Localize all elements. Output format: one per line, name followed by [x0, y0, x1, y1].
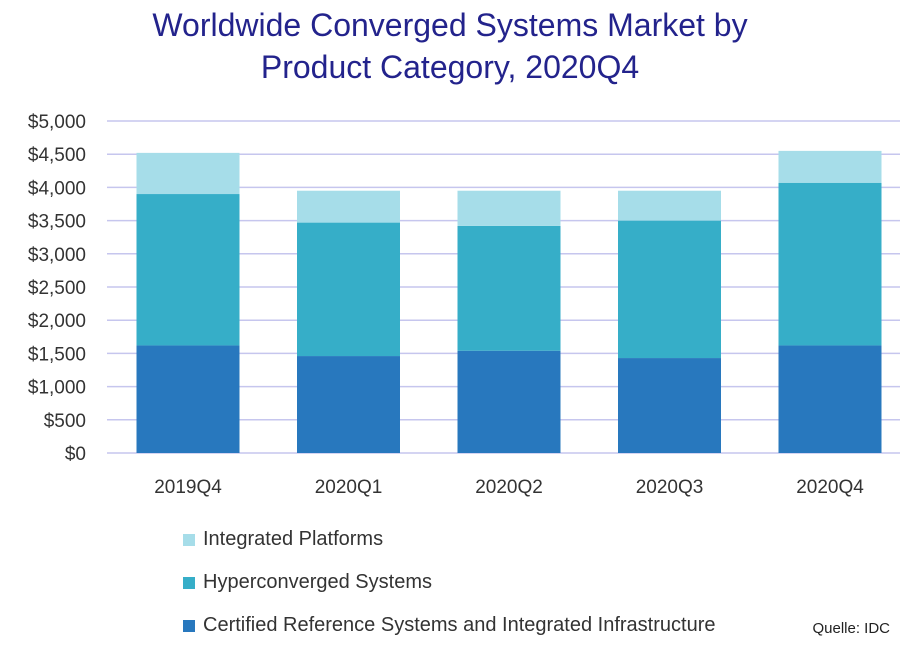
- bar-segment-hyperconverged-systems: [457, 225, 561, 351]
- y-tick-label: $3,500: [28, 212, 86, 233]
- legend-label-hyperconverged-systems: Hyperconverged Systems: [203, 571, 432, 593]
- y-tick-label: $1,500: [28, 344, 86, 365]
- bar-segment-certified-reference: [778, 345, 882, 453]
- y-tick-label: $3,000: [28, 245, 86, 266]
- bar-segment-integrated-platforms: [457, 190, 561, 226]
- legend-swatch-integrated-platforms: [183, 533, 195, 546]
- y-tick-label: $4,000: [28, 178, 86, 199]
- x-tick-label: 2020Q2: [475, 477, 543, 498]
- bar-segment-certified-reference: [297, 356, 400, 453]
- bar-segment-certified-reference: [136, 345, 240, 453]
- chart-title-line-2: Product Category, 2020Q4: [260, 49, 640, 85]
- legend: Integrated Platforms Hyperconverged Syst…: [183, 518, 715, 647]
- bar-segment-hyperconverged-systems: [297, 222, 400, 357]
- y-tick-label: $500: [44, 411, 86, 432]
- bar-segment-hyperconverged-systems: [618, 220, 721, 359]
- bar-segment-integrated-platforms: [136, 152, 240, 195]
- bar-segment-hyperconverged-systems: [136, 194, 240, 346]
- bar-segment-hyperconverged-systems: [778, 182, 882, 346]
- source-note: Quelle: IDC: [812, 620, 890, 637]
- y-tick-label: $1,000: [28, 378, 86, 399]
- bar-segment-integrated-platforms: [778, 150, 882, 183]
- legend-item-hyperconverged-systems: Hyperconverged Systems: [183, 561, 715, 604]
- bar-segment-certified-reference: [618, 358, 721, 453]
- legend-label-certified-reference: Certified Reference Systems and Integrat…: [203, 614, 716, 636]
- legend-item-integrated-platforms: Integrated Platforms: [183, 518, 715, 561]
- bar-segment-integrated-platforms: [618, 190, 721, 221]
- x-tick-label: 2020Q1: [315, 477, 383, 498]
- y-tick-label: $5,000: [28, 112, 86, 133]
- x-tick-label: 2019Q4: [154, 477, 222, 498]
- legend-item-certified-reference: Certified Reference Systems and Integrat…: [183, 604, 715, 647]
- y-tick-label: $2,000: [28, 311, 86, 332]
- x-tick-label: 2020Q3: [636, 477, 704, 498]
- y-axis-tick-labels: $0 $500 $1,000 $1,500 $2,000 $2,500 $3,000 $3,5…: [28, 112, 86, 465]
- y-tick-label: $2,500: [28, 278, 86, 299]
- legend-swatch-certified-reference: [183, 619, 195, 632]
- x-axis-tick-labels: 2019Q4 2020Q1 2020Q2 2020Q3 2020Q4: [154, 477, 864, 498]
- x-tick-label: 2020Q4: [796, 477, 864, 498]
- bar-segment-certified-reference: [457, 350, 561, 453]
- chart-title-line-1: Worldwide Converged Systems Market by: [152, 7, 748, 43]
- chart-title: Worldwide Converged Systems Market by Pr…: [0, 4, 900, 88]
- legend-label-integrated-platforms: Integrated Platforms: [203, 528, 384, 550]
- y-tick-label: $4,500: [28, 145, 86, 166]
- bars: [136, 150, 882, 453]
- y-tick-label: $0: [65, 444, 86, 465]
- bar-segment-integrated-platforms: [297, 190, 400, 223]
- legend-swatch-hyperconverged-systems: [183, 576, 195, 589]
